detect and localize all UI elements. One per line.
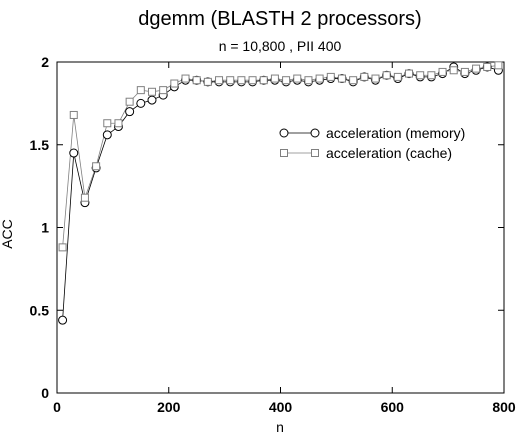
data-point-cache <box>80 193 89 202</box>
data-point-memory <box>58 315 68 325</box>
data-point-cache <box>92 162 101 171</box>
y-tick-label: 1.5 <box>30 137 50 153</box>
data-point-cache <box>315 74 324 83</box>
data-point-cache <box>472 64 481 73</box>
data-point-cache <box>125 97 134 106</box>
data-point-cache <box>248 76 257 85</box>
data-point-cache <box>192 76 201 85</box>
plot-area-frame <box>56 61 505 394</box>
data-point-cache <box>147 87 156 96</box>
legend-label-cache: acceleration (cache) <box>326 145 452 161</box>
data-point-memory <box>69 148 79 158</box>
data-point-cache <box>259 76 268 85</box>
y-axis-label: ACC <box>0 219 15 249</box>
data-point-memory <box>147 95 157 105</box>
data-point-cache <box>215 76 224 85</box>
data-point-cache <box>382 71 391 80</box>
chart-subtitle: n = 10,800 , PII 400 <box>219 38 342 54</box>
data-point-cache <box>58 243 67 252</box>
data-point-cache <box>416 71 425 80</box>
legend-entry-cache: acceleration (cache) <box>280 145 452 161</box>
data-point-cache <box>483 62 492 71</box>
data-point-cache <box>449 66 458 75</box>
x-axis-label: n <box>276 419 284 434</box>
data-point-cache <box>170 79 179 88</box>
legend-entry-memory: acceleration (memory) <box>279 125 465 141</box>
data-point-cache <box>103 119 112 128</box>
x-tick-label: 200 <box>157 399 181 415</box>
data-point-cache <box>203 77 212 86</box>
data-point-cache <box>460 67 469 76</box>
data-point-cache <box>427 71 436 80</box>
legend-marker-memory <box>279 128 289 138</box>
series-lines <box>62 64 499 321</box>
data-point-cache <box>159 86 168 95</box>
data-point-memory <box>102 130 112 140</box>
legend-marker-cache <box>280 149 288 157</box>
data-point-cache <box>494 61 503 70</box>
legend-marker-memory-end <box>310 128 320 138</box>
data-point-cache <box>69 110 78 119</box>
data-point-cache <box>293 74 302 83</box>
x-tick-label: 800 <box>492 399 516 415</box>
data-point-cache <box>337 74 346 83</box>
x-tick-label: 600 <box>381 399 405 415</box>
x-tick-label: 0 <box>53 399 61 415</box>
data-point-cache <box>393 72 402 81</box>
data-point-cache <box>226 76 235 85</box>
data-point-cache <box>114 119 123 128</box>
data-point-cache <box>371 74 380 83</box>
series-line-1 <box>62 64 499 248</box>
data-point-cache <box>360 72 369 81</box>
data-point-cache <box>304 76 313 85</box>
data-point-cache <box>181 74 190 83</box>
data-point-memory <box>125 107 135 117</box>
data-point-cache <box>438 67 447 76</box>
x-tick-label: 400 <box>269 399 293 415</box>
y-tick-label: 0 <box>41 385 49 401</box>
legend: acceleration (memory) acceleration (cach… <box>279 125 465 161</box>
data-point-cache <box>405 69 414 78</box>
data-point-cache <box>237 76 246 85</box>
data-point-cache <box>326 72 335 81</box>
legend-label-memory: acceleration (memory) <box>326 125 465 141</box>
y-tick-label: 1 <box>41 220 49 236</box>
data-point-memory <box>136 98 146 108</box>
series-line-0 <box>62 66 499 321</box>
series-markers <box>58 61 503 325</box>
chart-title: dgemm (BLASTH 2 processors) <box>138 8 421 30</box>
y-tick-label: 2 <box>41 54 49 70</box>
data-point-cache <box>270 74 279 83</box>
data-point-cache <box>349 76 358 85</box>
data-point-cache <box>282 76 291 85</box>
axis-ticks: 0 200 400 600 800 0 0.5 1 1.5 2 <box>30 54 516 415</box>
data-point-cache <box>136 86 145 95</box>
legend-marker-cache-end <box>311 149 319 157</box>
y-tick-label: 0.5 <box>30 302 50 318</box>
